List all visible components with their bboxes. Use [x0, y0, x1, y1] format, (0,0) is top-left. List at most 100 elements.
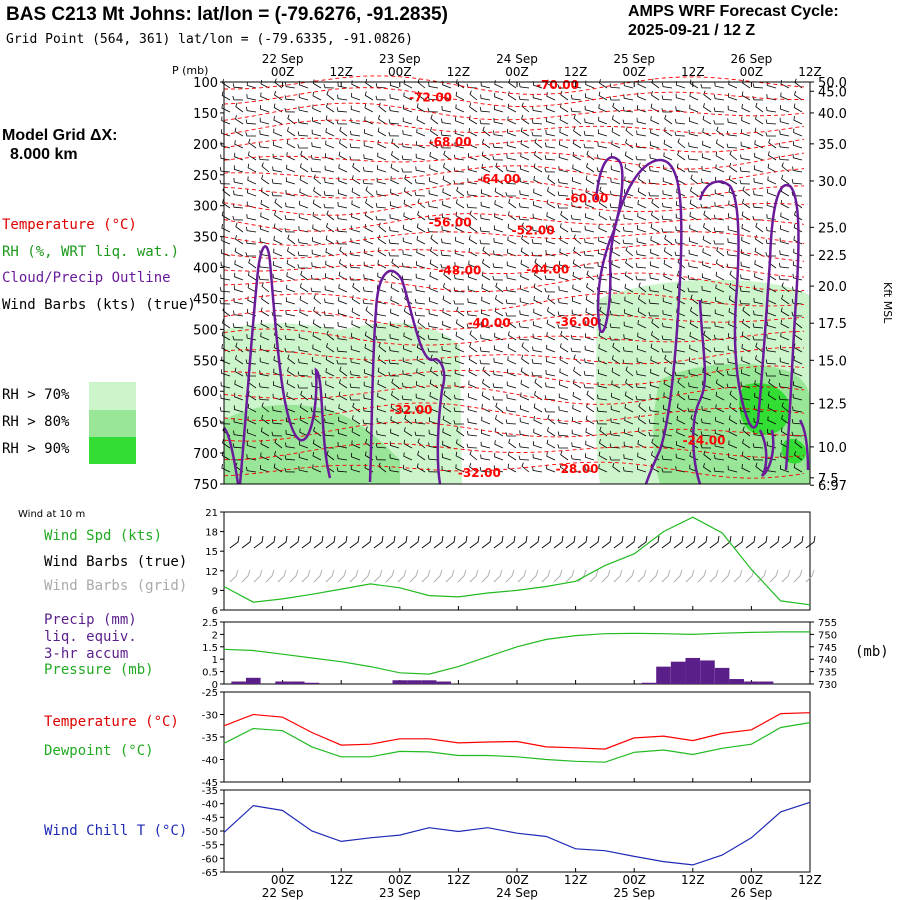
- wind-chill-line: [223, 801, 811, 866]
- legend-rh70: RH > 70%: [2, 387, 70, 403]
- legend-precip-line3: 3-hr accum: [44, 646, 129, 662]
- kft-tick-label: 22.5: [818, 249, 847, 264]
- kft-tick-label: 30.0: [818, 175, 847, 190]
- pressure-right-tick-label: 730: [818, 680, 837, 691]
- pressure-tick-label: 200: [193, 138, 218, 153]
- pressure-tick-label: 750: [193, 478, 218, 493]
- legend-wind-speed: Wind Spd (kts): [44, 528, 163, 544]
- temperature-label: -48.00: [438, 264, 481, 278]
- temperature-contour-line: [223, 402, 805, 422]
- y-tick-label: 12: [205, 567, 218, 578]
- y-tick-label: 2: [212, 630, 218, 641]
- legend-precip-line2: liq. equiv.: [44, 629, 137, 645]
- temperature-contour-line: [223, 195, 805, 216]
- temperature-label: -60.00: [565, 191, 608, 205]
- rh80-region-left: [224, 404, 400, 484]
- legend-rh80: RH > 80%: [2, 414, 70, 430]
- legend-rh90: RH > 90%: [2, 441, 70, 457]
- temperature-contour-line: [223, 421, 805, 442]
- temperature-contour-line: [223, 365, 805, 386]
- temperature-label: -24.00: [683, 434, 726, 448]
- grid-point-subtitle: Grid Point (564, 361) lat/lon = (-79.633…: [6, 32, 413, 47]
- legend-wind-barbs-grid: Wind Barbs (grid): [44, 578, 188, 594]
- wind-speed-line: [223, 516, 811, 606]
- time-date-label-bottom: 23 Sep: [379, 886, 421, 900]
- time-hour-label-top: 12Z: [329, 65, 353, 79]
- pressure-tick-label: 400: [193, 262, 218, 277]
- time-hour-label-top: 00Z: [388, 65, 412, 79]
- cloud-outline-1: [238, 245, 332, 485]
- legend-rh: RH (%, WRT liq. wat.): [2, 244, 180, 260]
- kft-tick-label: 35.0: [818, 138, 847, 153]
- pressure-unit-label: (mb): [855, 644, 889, 660]
- time-hour-label-top: 12Z: [447, 65, 471, 79]
- pressure-right-tick-label: 755: [818, 618, 837, 629]
- time-hour-label-top: 00Z: [622, 65, 646, 79]
- precip-bar: [656, 666, 671, 684]
- y-tick-label: 6: [212, 606, 218, 617]
- pressure-right-tick-label: 740: [818, 655, 837, 666]
- time-hour-label-top: 00Z: [740, 65, 764, 79]
- cloud-outline-0: [223, 426, 240, 485]
- rh80-swatch: [89, 410, 136, 437]
- rh70-swatch: [89, 382, 136, 410]
- y-tick-label: 2.5: [202, 618, 218, 629]
- pressure-tick-label: 100: [193, 76, 218, 91]
- forecast-cycle-label: AMPS WRF Forecast Cycle:: [628, 3, 839, 20]
- page-title: BAS C213 Mt Johns: lat/lon = (-79.6276, …: [6, 4, 448, 25]
- precip-bar: [304, 682, 320, 684]
- kft-tick-label: 7.5: [818, 472, 839, 487]
- temperature-contour-line: [223, 165, 805, 186]
- pressure-right-tick-label: 735: [818, 668, 837, 679]
- kft-tick-label: 6.97: [818, 479, 847, 494]
- y-tick-label: -55: [202, 841, 218, 852]
- temperature-label: -36.00: [556, 315, 599, 329]
- temperature-contour-line: [223, 461, 805, 479]
- temperature-label: -68.00: [429, 135, 472, 149]
- precip-bar: [392, 680, 408, 684]
- kft-tick-label: 50.0: [818, 76, 847, 91]
- y-tick-label: -25: [202, 688, 218, 699]
- cloud-outline-7: [798, 419, 810, 471]
- temperature-contour-line: [223, 442, 805, 461]
- temperature-contour-line: [223, 213, 805, 232]
- precip-bar: [758, 681, 774, 684]
- rh90-region-1: [739, 383, 790, 435]
- precip-bar: [421, 680, 437, 684]
- y-tick-label: -50: [202, 827, 218, 838]
- kft-tick-label: 40.0: [818, 107, 847, 122]
- kft-tick-label: 12.5: [818, 398, 847, 413]
- temperature-contour-line: [224, 75, 805, 95]
- temperature-contour-line: [223, 244, 805, 262]
- y-tick-label: -40: [202, 800, 218, 811]
- temperature-label: -28.00: [556, 462, 599, 476]
- y-tick-label: -30: [202, 711, 218, 722]
- pressure-tick-label: 650: [193, 416, 218, 431]
- time-hour-label-top: 12Z: [798, 65, 822, 79]
- pressure-tick-label: 550: [193, 354, 218, 369]
- surface-wind-barbs-true: [229, 535, 816, 549]
- cloud-outline-5: [692, 299, 707, 485]
- temperature-panel-frame: [223, 691, 811, 783]
- temperature-contour-line: [223, 309, 805, 330]
- pressure-tick-label: 600: [193, 385, 218, 400]
- temperature-line: [223, 712, 811, 750]
- legend-temperature-sfc: Temperature (°C): [44, 714, 179, 730]
- temperature-label: -72.00: [409, 90, 452, 104]
- y-tick-label: 1: [212, 655, 218, 666]
- kft-tick-label: 45.0: [818, 85, 847, 100]
- time-date-label-top: 26 Sep: [731, 52, 773, 66]
- time-hour-label-bottom: 12Z: [798, 873, 822, 887]
- time-date-label-top: 23 Sep: [379, 52, 421, 66]
- y-tick-label: 15: [205, 547, 218, 558]
- temperature-contour-line: [223, 137, 805, 153]
- legend-pressure: Pressure (mb): [44, 662, 154, 678]
- precip-bar: [700, 660, 715, 684]
- pressure-tick-label: 450: [193, 292, 218, 307]
- precip-bar: [436, 681, 452, 684]
- temperature-label: -32.00: [390, 403, 433, 417]
- pressure-tick-label: 350: [193, 231, 218, 246]
- model-grid-dx-value: 8.000 km: [10, 146, 78, 163]
- temperature-contour-line: [223, 385, 805, 405]
